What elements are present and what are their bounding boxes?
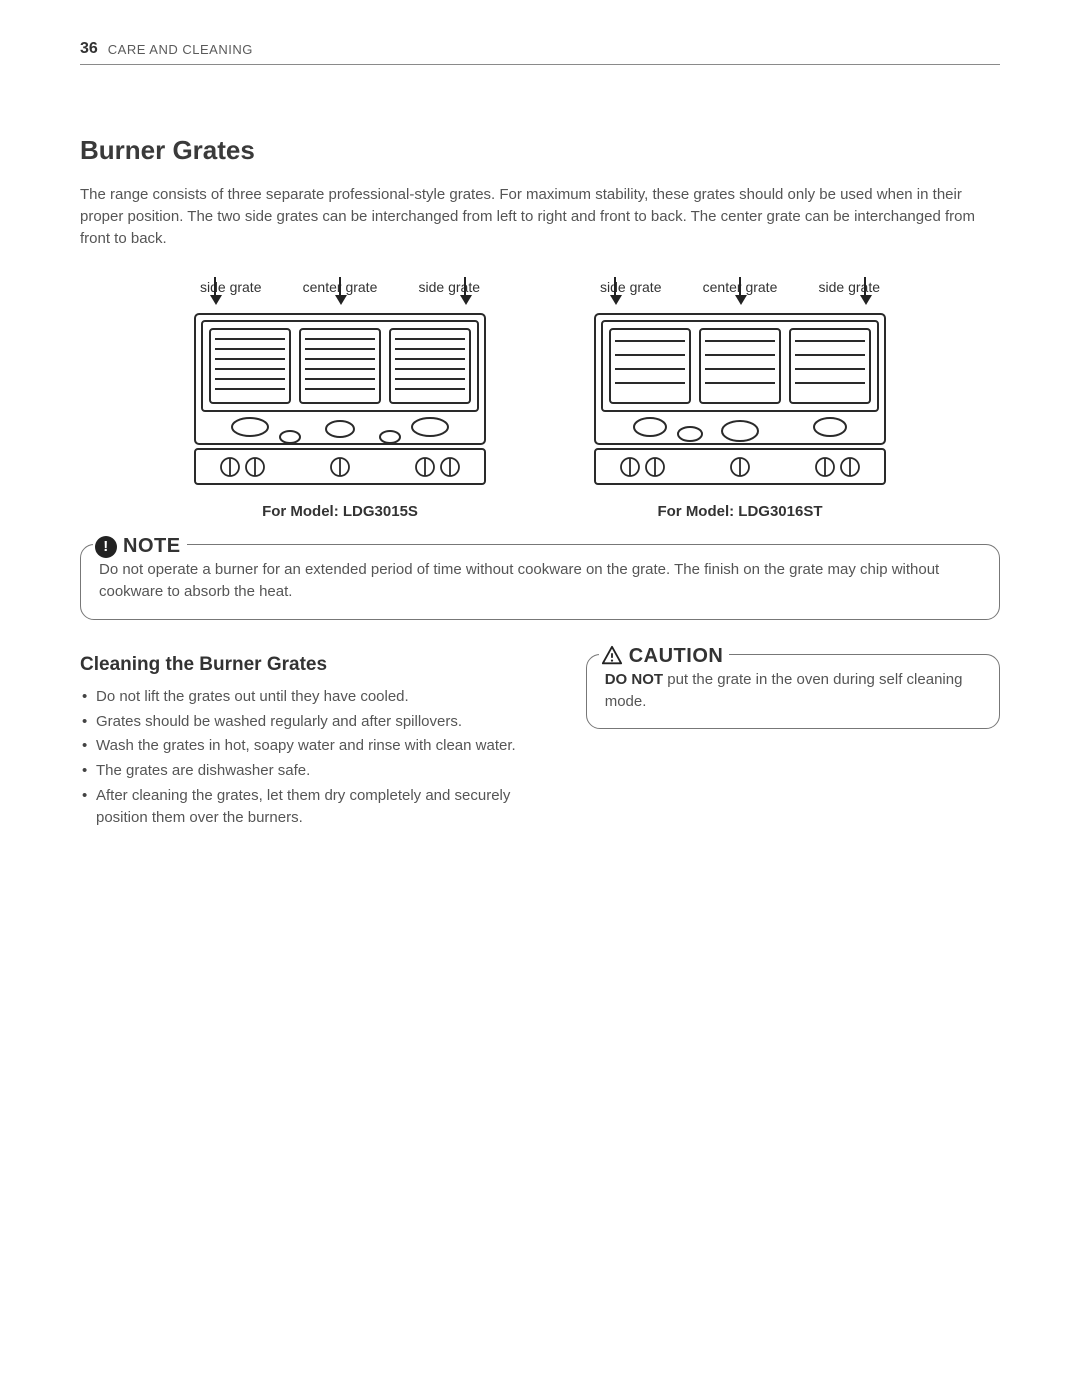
diagram-left: side grate center grate side grate bbox=[170, 279, 510, 520]
list-item: Wash the grates in hot, soapy water and … bbox=[80, 735, 536, 757]
label-side-grate: side grate bbox=[419, 279, 480, 295]
caution-callout: CAUTION DO NOT put the grate in the oven… bbox=[586, 654, 1000, 730]
caution-bold: DO NOT bbox=[605, 671, 663, 688]
section-name: CARE AND CLEANING bbox=[108, 42, 253, 57]
list-item: Do not lift the grates out until they ha… bbox=[80, 686, 536, 708]
caution-label: CAUTION bbox=[629, 642, 724, 671]
model-caption-left: For Model: LDG3015S bbox=[262, 503, 418, 520]
diagram-row: side grate center grate side grate bbox=[80, 279, 1000, 520]
cooktop-illustration bbox=[190, 309, 490, 489]
cleaning-heading: Cleaning the Burner Grates bbox=[80, 654, 536, 676]
intro-paragraph: The range consists of three separate pro… bbox=[80, 184, 1000, 249]
list-item: The grates are dishwasher safe. bbox=[80, 760, 536, 782]
diagram-right: side grate center grate side grate bbox=[570, 279, 910, 520]
list-item: Grates should be washed regularly and af… bbox=[80, 711, 536, 733]
note-text: Do not operate a burner for an extended … bbox=[99, 561, 939, 600]
label-side-grate: side grate bbox=[200, 279, 261, 295]
note-label: NOTE bbox=[123, 532, 181, 561]
page-header: 36 CARE AND CLEANING bbox=[80, 40, 1000, 65]
model-caption-right: For Model: LDG3016ST bbox=[657, 503, 822, 520]
label-side-grate: side grate bbox=[600, 279, 661, 295]
label-side-grate: side grate bbox=[819, 279, 880, 295]
caution-section: CAUTION DO NOT put the grate in the oven… bbox=[586, 654, 1000, 832]
caution-text: DO NOT put the grate in the oven during … bbox=[605, 671, 963, 710]
two-column-row: Cleaning the Burner Grates Do not lift t… bbox=[80, 654, 1000, 832]
note-title: ! NOTE bbox=[93, 532, 187, 561]
note-icon: ! bbox=[95, 536, 117, 558]
caution-title: CAUTION bbox=[599, 642, 730, 671]
page-number: 36 bbox=[80, 40, 98, 58]
cleaning-section: Cleaning the Burner Grates Do not lift t… bbox=[80, 654, 536, 832]
note-callout: ! NOTE Do not operate a burner for an ex… bbox=[80, 544, 1000, 620]
page-title: Burner Grates bbox=[80, 135, 1000, 166]
cooktop-illustration bbox=[590, 309, 890, 489]
cleaning-list: Do not lift the grates out until they ha… bbox=[80, 686, 536, 829]
list-item: After cleaning the grates, let them dry … bbox=[80, 785, 536, 829]
warning-triangle-icon bbox=[601, 645, 623, 667]
